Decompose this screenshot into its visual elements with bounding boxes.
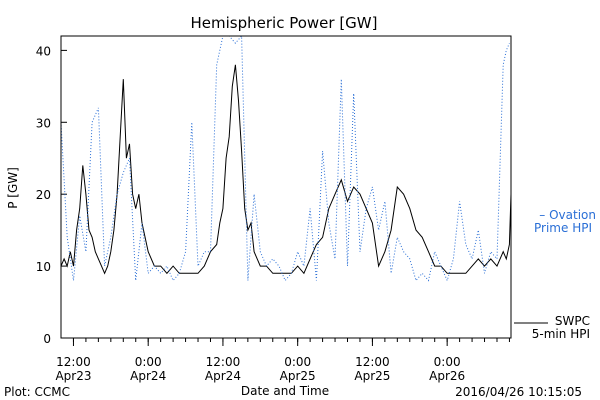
x-axis-ticks: 12:00Apr230:00Apr2412:00Apr240:00Apr2512… [55, 338, 510, 383]
y-tick-label: 30 [36, 116, 51, 130]
series-swpc-hpi-line [60, 64, 512, 275]
legend-ovation-line1: – Ovation [539, 208, 596, 222]
x-tick-label-date: Apr26 [429, 369, 465, 383]
x-tick-label-time: 12:00 [355, 355, 390, 369]
legend-swpc: SWPC 5-min HPI [514, 314, 590, 341]
x-tick-label-time: 0:00 [135, 355, 162, 369]
x-tick-label-date: Apr24 [205, 369, 241, 383]
footer-credit: Plot: CCMC [4, 385, 70, 399]
x-tick-label-time: 12:00 [56, 355, 91, 369]
y-tick-label: 20 [36, 188, 51, 202]
x-tick-label-time: 12:00 [206, 355, 241, 369]
y-tick-label: 40 [36, 44, 51, 58]
plot-frame [60, 35, 512, 339]
x-tick-label-date: Apr25 [280, 369, 316, 383]
footer-timestamp: 2016/04/26 10:15:05 [455, 385, 582, 399]
x-tick-label-time: 0:00 [284, 355, 311, 369]
series-ovation-hpi-line [60, 34, 510, 282]
series-layer [60, 34, 512, 282]
legend-ovation: – Ovation Prime HPI [534, 208, 596, 235]
x-axis-label: Date and Time [241, 384, 329, 398]
y-tick-label: 10 [36, 260, 51, 274]
legend-ovation-line2: Prime HPI [534, 221, 592, 235]
x-tick-label-date: Apr24 [130, 369, 166, 383]
x-tick-label-date: Apr23 [55, 369, 91, 383]
legend-swpc-line2: 5-min HPI [532, 327, 590, 341]
y-axis-ticks: 0 10 20 30 40 [36, 44, 67, 346]
y-axis-label: P [GW] [6, 167, 20, 209]
legend-swpc-line1: SWPC [555, 314, 590, 328]
x-tick-label-time: 0:00 [434, 355, 461, 369]
y-tick-label: 0 [43, 332, 51, 346]
chart-title: Hemispheric Power [GW] [191, 14, 378, 32]
x-tick-label-date: Apr25 [354, 369, 390, 383]
